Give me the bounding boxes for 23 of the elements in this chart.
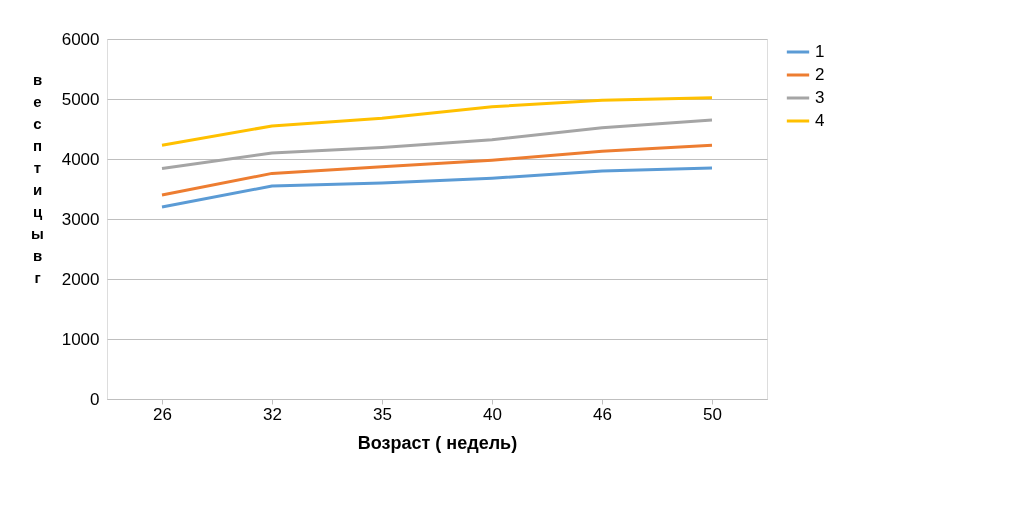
y-tick-label: 1000 xyxy=(61,329,100,349)
x-tick-label: 35 xyxy=(373,404,392,424)
y-tick-label: 6000 xyxy=(61,29,100,49)
legend-label: 4 xyxy=(815,111,825,130)
x-tick-label: 40 xyxy=(483,404,502,424)
x-tick-label: 46 xyxy=(593,404,612,424)
x-tick-label: 26 xyxy=(153,404,172,424)
y-tick-label: 4000 xyxy=(61,149,100,169)
y-tick-label: 5000 xyxy=(61,89,100,109)
legend-label: 3 xyxy=(815,88,825,107)
line-series xyxy=(160,143,714,197)
x-axis-title: Возраст ( недель) xyxy=(357,432,518,453)
line-series xyxy=(160,96,714,147)
legend-label: 1 xyxy=(815,42,825,61)
y-tick-label: 2000 xyxy=(61,269,100,289)
text: вес птицы в г xyxy=(31,70,44,286)
y-tick-label: 0 xyxy=(90,389,100,409)
line-series xyxy=(160,118,714,171)
x-tick-label: 50 xyxy=(703,404,722,424)
y-tick-label: 3000 xyxy=(61,209,100,229)
x-tick-label: 32 xyxy=(263,404,282,424)
line-series xyxy=(160,166,714,209)
legend-label: 2 xyxy=(815,65,825,84)
